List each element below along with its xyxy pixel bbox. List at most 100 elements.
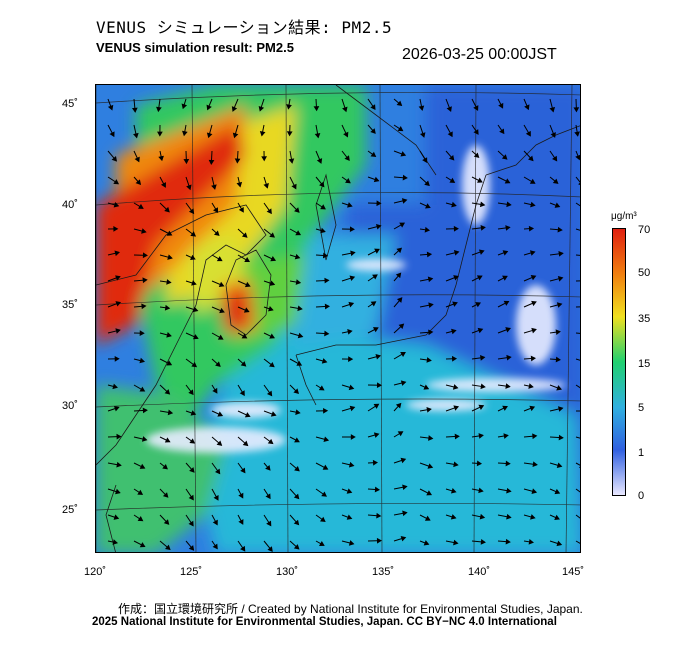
wind-arrow-head xyxy=(506,513,512,520)
wind-arrow-head xyxy=(115,275,121,281)
wind-arrow-head xyxy=(156,106,162,113)
wind-arrow-head xyxy=(241,333,248,339)
wind-arrow-head xyxy=(452,301,458,307)
wind-arrow-head xyxy=(139,542,146,548)
graticule xyxy=(96,85,580,552)
wind-arrow-head xyxy=(212,387,218,394)
wind-arrow-head xyxy=(213,230,220,236)
lon-tick-130: 130˚ xyxy=(276,566,299,578)
wind-arrow-head xyxy=(428,302,434,309)
wind-arrow-head xyxy=(476,275,483,281)
wind-arrow-head xyxy=(528,225,535,232)
wind-arrow-head xyxy=(190,410,197,416)
wind-arrow-head xyxy=(558,434,564,441)
wind-arrow-head xyxy=(139,330,145,337)
wind-arrow-head xyxy=(188,208,195,215)
wind-arrow-head xyxy=(244,412,251,418)
wind-arrow-head xyxy=(319,181,325,188)
wind-arrow-head xyxy=(530,201,536,208)
wind-arrow-head xyxy=(418,105,425,111)
lat-tick-25: 25˚ xyxy=(62,504,78,516)
wind-arrow-head xyxy=(231,106,238,112)
wind-arrow-head xyxy=(478,404,485,410)
wind-arrow-head xyxy=(295,279,302,285)
wind-arrow-head xyxy=(396,100,403,107)
wind-arrow-head xyxy=(505,225,511,231)
wind-arrow-head xyxy=(473,129,479,135)
wind-arrow-head xyxy=(426,406,432,413)
wind-arrow-head xyxy=(480,225,486,231)
wind-arrow-head xyxy=(529,405,536,412)
wind-arrow-head xyxy=(424,226,431,233)
wind-arrow-head xyxy=(166,230,173,236)
wind-arrow-head xyxy=(374,248,380,254)
wind-arrow-head xyxy=(395,272,402,279)
wind-arrow-head xyxy=(241,232,248,238)
wind-arrow-head xyxy=(133,132,139,139)
wind-arrow-head xyxy=(165,544,171,551)
wind-arrow-head xyxy=(502,250,509,256)
wind-arrow-head xyxy=(295,409,301,415)
lat-tick-45: 45˚ xyxy=(62,98,78,110)
wind-arrow-head xyxy=(186,184,192,191)
wind-arrow-head xyxy=(189,438,196,444)
wind-arrow-head xyxy=(397,126,404,132)
wind-arrow-head xyxy=(164,389,171,395)
wind-arrow-head xyxy=(447,131,453,138)
wind-arrow-head xyxy=(479,513,486,520)
forecast-datetime: 2026-03-25 00:00JST xyxy=(402,46,557,63)
wind-arrow-head xyxy=(238,206,244,213)
wind-arrow-head xyxy=(323,407,329,414)
wind-arrow-head xyxy=(322,464,329,470)
wind-arrow-head xyxy=(502,275,508,281)
wind-arrow-head xyxy=(112,383,118,390)
wind-arrow-head xyxy=(261,156,267,162)
wind-arrow-head xyxy=(266,208,272,215)
wind-arrow-head xyxy=(530,355,536,362)
wind-arrow-head xyxy=(166,360,173,366)
wind-arrow-head xyxy=(425,203,431,209)
wind-arrow-head xyxy=(397,431,404,437)
wind-arrow-head xyxy=(347,329,353,335)
wind-arrow-head xyxy=(213,494,219,501)
wind-arrow-head xyxy=(346,488,353,494)
colorbar-label-70: 70 xyxy=(638,224,651,236)
wind-arrow-head xyxy=(243,307,250,313)
wind-arrow-head xyxy=(556,302,563,308)
wind-arrow-head xyxy=(162,464,168,470)
colorbar-label-5: 5 xyxy=(638,402,645,414)
wind-arrow-head xyxy=(451,328,457,335)
wind-arrow-head xyxy=(113,514,120,520)
title-english: VENUS simulation result: PM2.5 xyxy=(96,40,294,55)
wind-arrow-head xyxy=(263,183,269,189)
wind-arrow-head xyxy=(286,104,292,110)
wind-arrow-shaft xyxy=(575,228,580,231)
wind-arrow-head xyxy=(555,329,561,336)
wind-arrow-head xyxy=(400,351,406,357)
wind-arrow-head xyxy=(400,151,407,157)
wind-arrow-head xyxy=(297,305,303,312)
wind-arrow-head xyxy=(164,437,171,443)
wind-arrow-head xyxy=(453,539,459,546)
colorbar-label-0: 0 xyxy=(638,490,645,502)
wind-arrow-head xyxy=(116,461,122,468)
wind-arrow-head xyxy=(556,462,563,468)
wind-arrow-head xyxy=(291,183,297,190)
wind-arrow-head xyxy=(294,465,300,472)
wind-arrow-head xyxy=(506,354,512,361)
wind-arrow-head xyxy=(142,407,148,414)
clean-air-streaks xyxy=(146,145,566,453)
copyright-line: 2025 National Institute for Environmenta… xyxy=(92,616,557,628)
wind-arrow-head xyxy=(498,102,504,109)
colorbar-label-35: 35 xyxy=(638,313,651,325)
wind-arrow-head xyxy=(244,257,251,263)
wind-arrow-head xyxy=(549,106,556,113)
wind-arrow-head xyxy=(423,384,430,390)
colorbar-label-15: 15 xyxy=(638,358,651,370)
wind-arrow-head xyxy=(524,104,530,111)
wind-arrow-head xyxy=(402,484,408,491)
wind-arrow-head xyxy=(286,131,293,137)
wind-arrow-head xyxy=(135,179,142,185)
wind-arrow-head xyxy=(554,514,560,521)
wind-arrow-head xyxy=(313,106,320,112)
